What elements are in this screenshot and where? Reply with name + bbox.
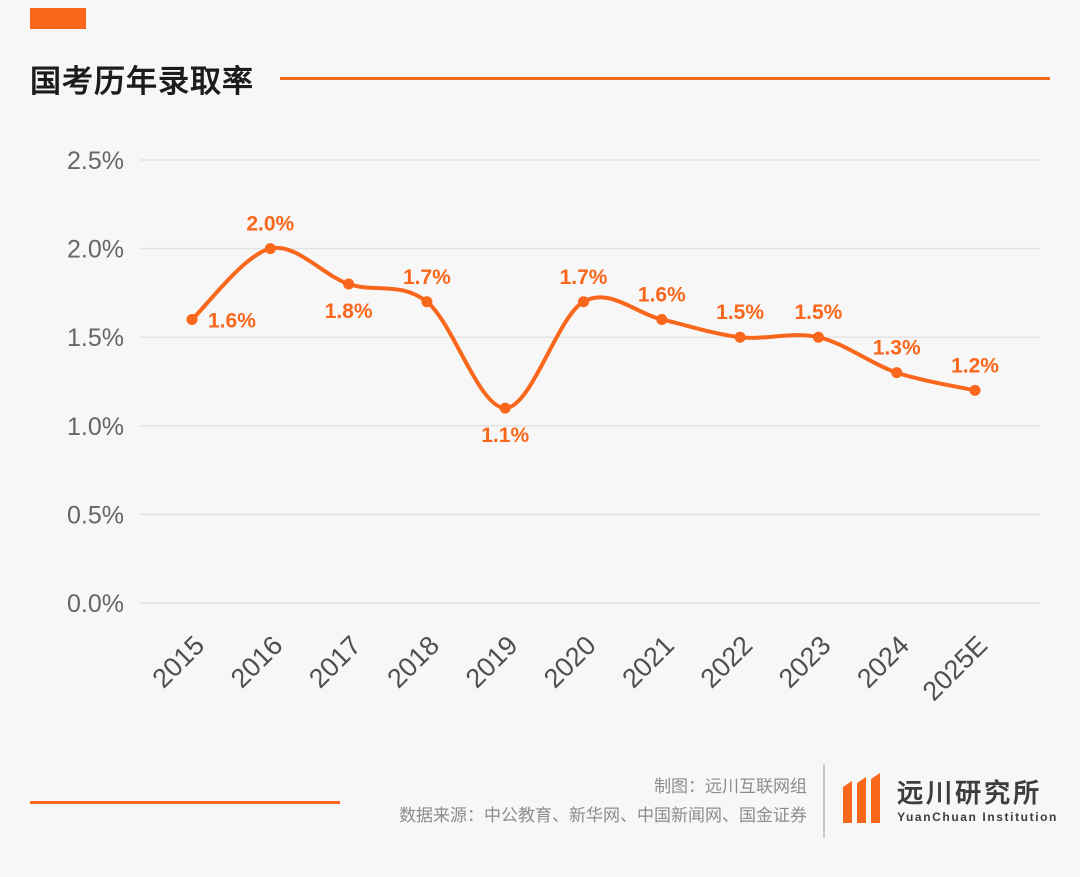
yuanchuan-logo-icon xyxy=(843,773,881,823)
data-point-label: 1.3% xyxy=(873,337,921,360)
data-point-label: 2.0% xyxy=(246,213,294,236)
chart-credit: 制图：远川互联网组 xyxy=(654,777,808,796)
x-axis-tick-label: 2016 xyxy=(225,630,289,694)
data-point-label: 1.6% xyxy=(638,283,686,306)
data-point-label: 1.5% xyxy=(794,301,842,324)
credits: 制图：远川互联网组 数据来源：中公教育、新华网、中国新闻网、国金证券 xyxy=(399,772,807,830)
y-axis-tick-label: 2.5% xyxy=(67,147,124,175)
data-point-label: 1.8% xyxy=(325,300,373,323)
logo-subtitle: YuanChuan Institution xyxy=(897,810,1058,824)
x-axis-tick-label: 2019 xyxy=(460,630,524,694)
logo-text-block: 远川研究所 YuanChuan Institution xyxy=(897,777,1058,825)
data-point-marker xyxy=(578,296,589,308)
y-axis-tick-label: 2.0% xyxy=(67,236,124,264)
footer: 制图：远川互联网组 数据来源：中公教育、新华网、中国新闻网、国金证券 远川研究所… xyxy=(0,758,1080,858)
data-point-marker xyxy=(656,313,668,325)
data-point-label: 1.6% xyxy=(208,309,256,332)
x-axis-tick-label: 2023 xyxy=(773,630,837,694)
chart: 0.0% 0.5% 1.0% 1.5% 2.0% 2.5% 2015 2016 2017 2018… xyxy=(0,128,1080,760)
data-point-marker xyxy=(891,367,903,379)
data-point-marker xyxy=(812,331,824,343)
data-point-marker xyxy=(969,384,981,396)
y-axis-tick-label: 1.5% xyxy=(67,324,124,352)
admission-rate-line-chart: 0.0% 0.5% 1.0% 1.5% 2.0% 2.5% 2015 2016 2017 2018… xyxy=(67,147,1040,706)
footer-divider xyxy=(823,764,826,838)
series-line xyxy=(190,245,977,411)
x-axis-tick-label: 2017 xyxy=(303,630,367,694)
footer-accent-rule xyxy=(30,801,340,804)
y-axis-tick-label: 1.0% xyxy=(67,413,124,441)
data-point-marker xyxy=(264,243,276,255)
x-axis-tick-label: 2025E xyxy=(917,630,993,706)
x-axis-tick-label: 2015 xyxy=(147,630,211,694)
logo-name: 远川研究所 xyxy=(897,778,1043,808)
data-point-label: 1.2% xyxy=(951,354,999,377)
x-axis-tick-label: 2022 xyxy=(695,630,759,694)
yuanchuan-logo: 远川研究所 YuanChuan Institution xyxy=(841,773,1058,829)
x-axis-tick-label: 2024 xyxy=(851,630,915,694)
footer-right: 制图：远川互联网组 数据来源：中公教育、新华网、中国新闻网、国金证券 远川研究所… xyxy=(399,764,1058,838)
brand-accent-bar xyxy=(30,8,86,29)
data-point-marker xyxy=(186,313,198,325)
y-axis-tick-label: 0.5% xyxy=(67,501,124,529)
data-point-marker xyxy=(421,296,433,308)
x-axis-tick-label: 2021 xyxy=(616,630,680,694)
data-source: 数据来源：中公教育、新华网、中国新闻网、国金证券 xyxy=(399,806,808,825)
data-point-label: 1.5% xyxy=(716,301,764,324)
title-rule xyxy=(280,77,1050,80)
data-point-marker xyxy=(734,331,746,343)
x-axis-tick-label: 2018 xyxy=(381,630,445,694)
data-point-label: 1.7% xyxy=(403,266,451,289)
y-axis-tick-label: 0.0% xyxy=(67,590,124,618)
data-point-label: 1.7% xyxy=(560,266,608,289)
data-point-marker xyxy=(499,402,511,414)
data-point-label: 1.1% xyxy=(481,424,529,447)
page-title: 国考历年录取率 xyxy=(30,64,254,99)
header: 国考历年录取率 xyxy=(30,56,1050,101)
data-point-marker xyxy=(343,278,355,290)
x-axis-tick-label: 2020 xyxy=(538,630,602,694)
